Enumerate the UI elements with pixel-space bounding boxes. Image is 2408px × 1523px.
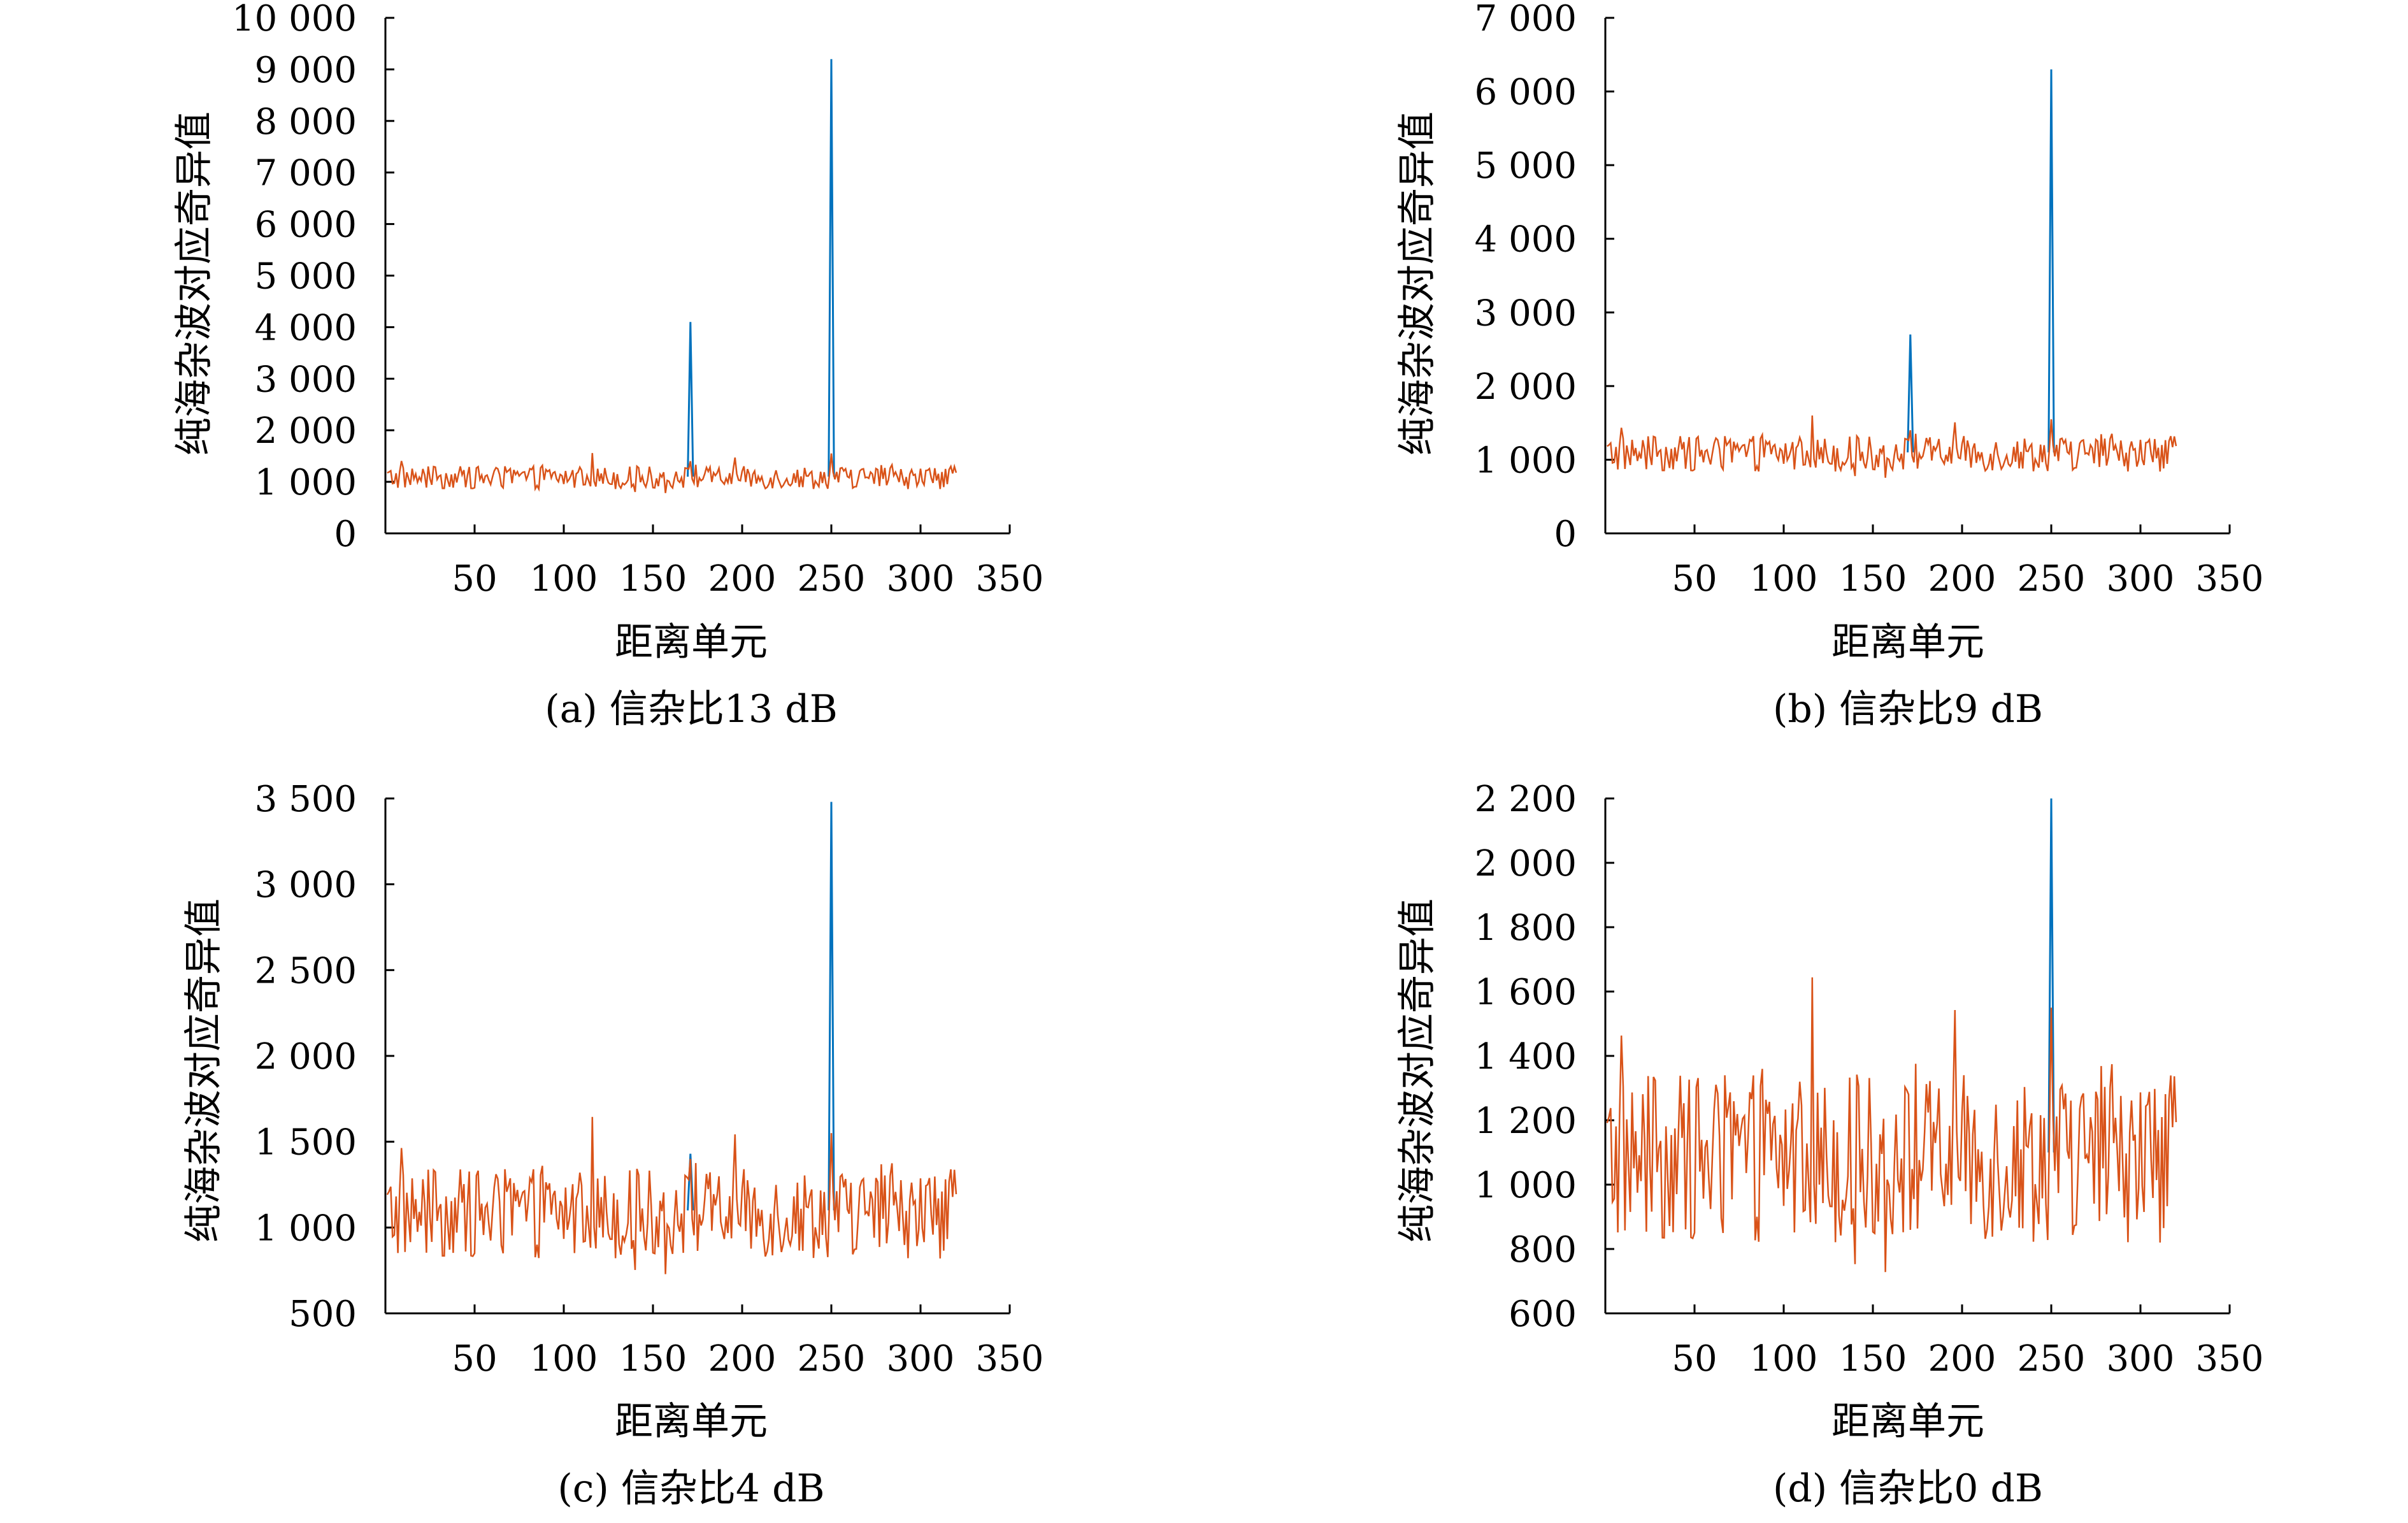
x-tick-label-b: 100 xyxy=(1750,558,1818,600)
x-tick-label-d: 150 xyxy=(1839,1338,1907,1380)
x-tick-label-b: 200 xyxy=(1928,558,1996,600)
x-axis-label-b: 距离单元 xyxy=(1831,620,1984,665)
y-tick-label-b: 5 000 xyxy=(1475,145,1577,187)
chart-a: 0 1 000 2 000 3 000 4 000 5 000 6 000 7 000 8 00… xyxy=(172,0,1043,732)
x-tick-label-a: 250 xyxy=(798,558,866,600)
x-tick-label-b: 350 xyxy=(2196,558,2264,600)
signal-peak-a-0 xyxy=(687,322,694,477)
x-tick-label-a: 100 xyxy=(530,558,598,600)
clutter-series-a xyxy=(387,452,957,493)
y-axis-label-b: 纯海杂波对应奇异值 xyxy=(1395,112,1440,456)
y-tick-label-c: 2 500 xyxy=(255,950,357,992)
x-tick-label-c: 350 xyxy=(976,1338,1044,1380)
y-tick-label-a: 1 000 xyxy=(255,462,357,503)
panel-c: 500 1 000 1 500 2 000 2 500 3 000 3 500 50 100 15… xyxy=(0,760,1204,1520)
caption-d: (d) 信杂比0 dB xyxy=(1773,1466,2043,1511)
plot-area-d: 600 800 1 000 1 200 1 400 1 600 1 800 2 000 2 20… xyxy=(1475,779,2264,1380)
y-tick-label-c: 3 000 xyxy=(255,865,357,906)
y-tick-label-d: 600 xyxy=(1509,1294,1577,1335)
plot-area-c: 500 1 000 1 500 2 000 2 500 3 000 3 500 50 100 15… xyxy=(255,779,1044,1380)
signal-peak-c-0 xyxy=(687,1153,694,1211)
signal-peak-c-1 xyxy=(828,802,835,1211)
y-tick-label-b: 3 000 xyxy=(1475,292,1577,334)
y-tick-label-b: 6 000 xyxy=(1475,72,1577,113)
panel-d: 600 800 1 000 1 200 1 400 1 600 1 800 2 000 2 20… xyxy=(1204,760,2408,1520)
x-tick-label-d: 100 xyxy=(1750,1338,1818,1380)
y-tick-label-d: 2 200 xyxy=(1475,779,1577,820)
y-tick-label-d: 800 xyxy=(1509,1229,1577,1271)
x-tick-label-d: 300 xyxy=(2107,1338,2175,1380)
y-tick-label-b: 7 000 xyxy=(1475,0,1577,40)
x-tick-label-c: 50 xyxy=(452,1338,497,1380)
y-tick-label-c: 3 500 xyxy=(255,779,357,820)
chart-d: 600 800 1 000 1 200 1 400 1 600 1 800 2 000 2 20… xyxy=(1395,779,2264,1511)
clutter-series-d xyxy=(1606,977,2177,1273)
y-tick-label-d: 2 000 xyxy=(1475,843,1577,884)
x-tick-label-b: 300 xyxy=(2107,558,2175,600)
y-tick-label-c: 2 000 xyxy=(255,1036,357,1078)
x-tick-label-d: 350 xyxy=(2196,1338,2264,1380)
y-tick-label-d: 1 400 xyxy=(1475,1036,1577,1078)
y-tick-label-b: 4 000 xyxy=(1475,219,1577,261)
x-tick-label-a: 200 xyxy=(708,558,777,600)
y-axis-label-a: 纯海杂波对应奇异值 xyxy=(172,112,217,456)
caption-a: (a) 信杂比13 dB xyxy=(545,687,838,732)
y-axis-label-d: 纯海杂波对应奇异值 xyxy=(1395,899,1440,1243)
y-tick-label-b: 1 000 xyxy=(1475,440,1577,481)
plot-area-b: 0 1 000 2 000 3 000 4 000 5 000 6 000 7 000 50 10… xyxy=(1475,0,2264,600)
y-tick-label-a: 2 000 xyxy=(255,410,357,452)
signal-peak-b-0 xyxy=(1907,334,1914,452)
x-tick-label-d: 250 xyxy=(2017,1338,2086,1380)
y-tick-label-d: 1 200 xyxy=(1475,1101,1577,1142)
y-tick-label-c: 1 000 xyxy=(255,1208,357,1249)
x-tick-label-d: 50 xyxy=(1672,1338,1717,1380)
x-tick-label-a: 300 xyxy=(887,558,955,600)
x-tick-label-c: 200 xyxy=(708,1338,777,1380)
y-tick-label-a: 5 000 xyxy=(255,256,357,298)
clutter-series-c xyxy=(386,1116,957,1274)
x-tick-label-c: 300 xyxy=(887,1338,955,1380)
signal-peak-d-0 xyxy=(2047,798,2055,1153)
x-tick-label-d: 200 xyxy=(1928,1338,1996,1380)
plot-area-a: 0 1 000 2 000 3 000 4 000 5 000 6 000 7 000 8 00… xyxy=(232,0,1043,600)
y-tick-label-b: 0 xyxy=(1554,514,1577,555)
signal-peak-a-1 xyxy=(828,59,835,477)
y-tick-label-a: 4 000 xyxy=(255,307,357,349)
y-tick-label-a: 8 000 xyxy=(255,101,357,143)
y-tick-label-d: 1 800 xyxy=(1475,907,1577,949)
x-tick-label-b: 150 xyxy=(1839,558,1907,600)
y-tick-label-a: 7 000 xyxy=(255,153,357,194)
y-tick-label-c: 1 500 xyxy=(255,1122,357,1164)
x-tick-label-b: 50 xyxy=(1672,558,1717,600)
x-axis-label-a: 距离单元 xyxy=(615,620,768,665)
x-tick-label-a: 150 xyxy=(619,558,687,600)
panel-a: 0 1 000 2 000 3 000 4 000 5 000 6 000 7 000 8 00… xyxy=(0,0,1204,760)
caption-c: (c) 信杂比4 dB xyxy=(557,1466,824,1511)
y-tick-label-a: 0 xyxy=(334,514,357,555)
y-tick-label-a: 9 000 xyxy=(255,50,357,91)
y-tick-label-b: 2 000 xyxy=(1475,366,1577,408)
x-tick-label-a: 50 xyxy=(452,558,497,600)
signal-peak-b-1 xyxy=(2047,69,2055,452)
chart-c: 500 1 000 1 500 2 000 2 500 3 000 3 500 50 100 15… xyxy=(182,779,1044,1511)
chart-b: 0 1 000 2 000 3 000 4 000 5 000 6 000 7 000 50 10… xyxy=(1395,0,2264,732)
y-tick-label-d: 1 600 xyxy=(1475,972,1577,1013)
x-tick-label-c: 100 xyxy=(530,1338,598,1380)
caption-b: (b) 信杂比9 dB xyxy=(1773,687,2043,732)
y-tick-label-a: 3 000 xyxy=(255,359,357,400)
y-axis-label-c: 纯海杂波对应奇异值 xyxy=(182,899,226,1243)
x-tick-label-c: 150 xyxy=(619,1338,687,1380)
x-axis-label-c: 距离单元 xyxy=(615,1399,768,1444)
y-tick-label-c: 500 xyxy=(289,1294,357,1335)
x-axis-label-d: 距离单元 xyxy=(1831,1399,1984,1444)
x-tick-label-a: 350 xyxy=(976,558,1044,600)
x-tick-label-b: 250 xyxy=(2017,558,2086,600)
x-tick-label-c: 250 xyxy=(798,1338,866,1380)
y-tick-label-d: 1 000 xyxy=(1475,1165,1577,1206)
panel-b: 0 1 000 2 000 3 000 4 000 5 000 6 000 7 000 50 10… xyxy=(1204,0,2408,760)
y-tick-label-a: 10 000 xyxy=(232,0,357,40)
y-tick-label-a: 6 000 xyxy=(255,205,357,246)
clutter-series-b xyxy=(1607,415,2177,478)
